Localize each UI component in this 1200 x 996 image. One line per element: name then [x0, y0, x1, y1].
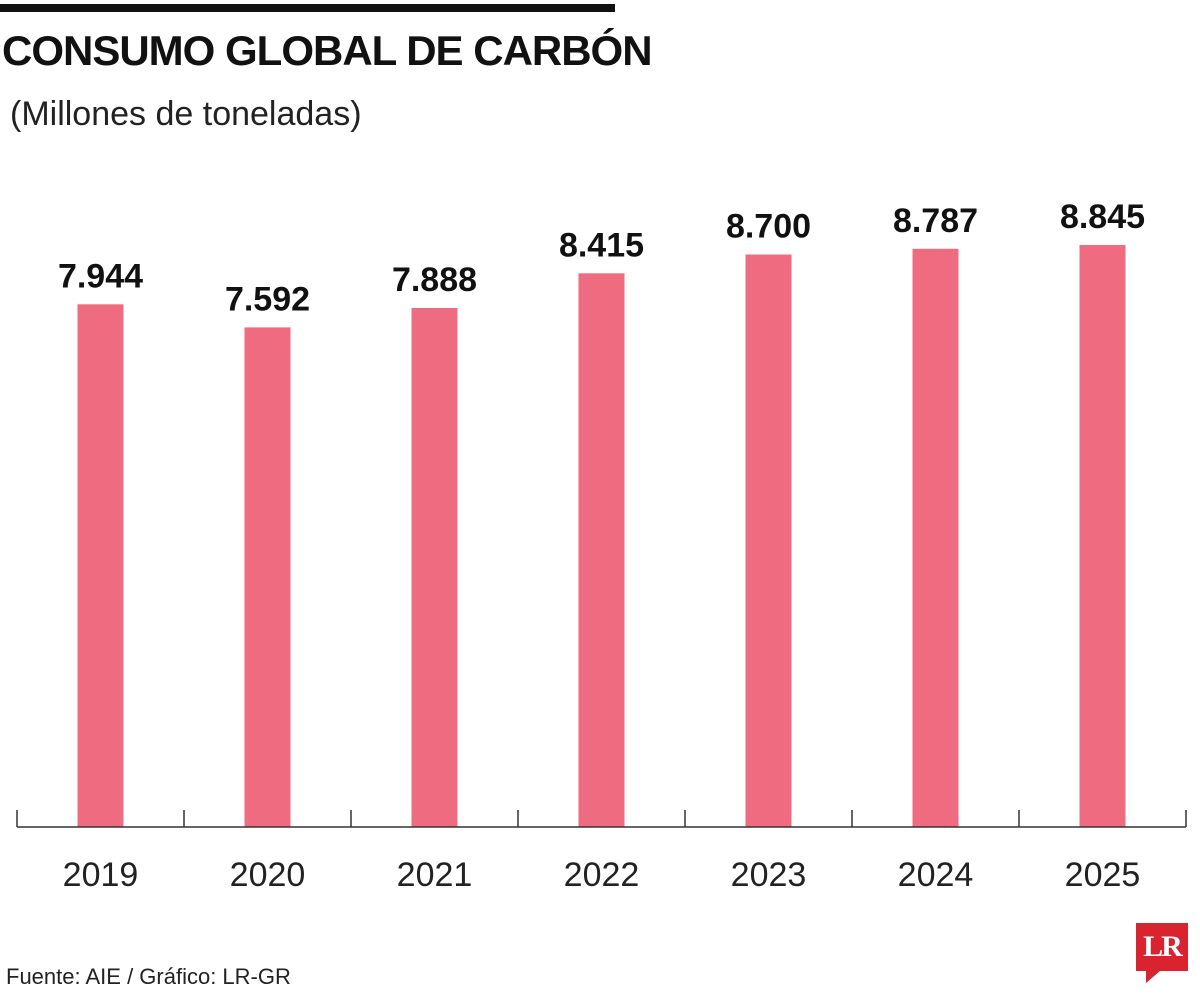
bar-value-label: 8.415	[559, 226, 644, 264]
bar	[244, 327, 291, 827]
x-tick-label: 2020	[230, 856, 306, 894]
source-note: Fuente: AIE / Gráfico: LR-GR	[6, 964, 291, 989]
bar-value-label: 8.787	[893, 202, 978, 240]
x-tick-label: 2024	[898, 856, 974, 894]
chart-subtitle: (Millones de toneladas)	[10, 95, 362, 133]
x-tick-label: 2025	[1065, 856, 1141, 894]
bar-value-label: 7.944	[58, 257, 143, 295]
x-tick-label: 2023	[731, 856, 807, 894]
chart-title: CONSUMO GLOBAL DE CARBÓN	[2, 27, 653, 74]
x-tick-label: 2019	[63, 856, 139, 894]
bar	[411, 308, 458, 827]
bar	[1079, 245, 1126, 827]
bar-value-label: 7.592	[225, 280, 310, 318]
bar	[745, 254, 792, 827]
title-rule	[0, 4, 615, 12]
lr-logo-icon: LR	[1136, 923, 1188, 983]
x-tick-label: 2022	[564, 856, 640, 894]
x-tick-label: 2021	[397, 856, 473, 894]
bar	[77, 304, 124, 827]
bar-value-label: 8.700	[726, 208, 811, 246]
bar-value-label: 7.888	[392, 261, 477, 299]
bar-value-label: 8.845	[1060, 198, 1145, 236]
bar	[578, 273, 625, 827]
bar	[912, 248, 959, 828]
